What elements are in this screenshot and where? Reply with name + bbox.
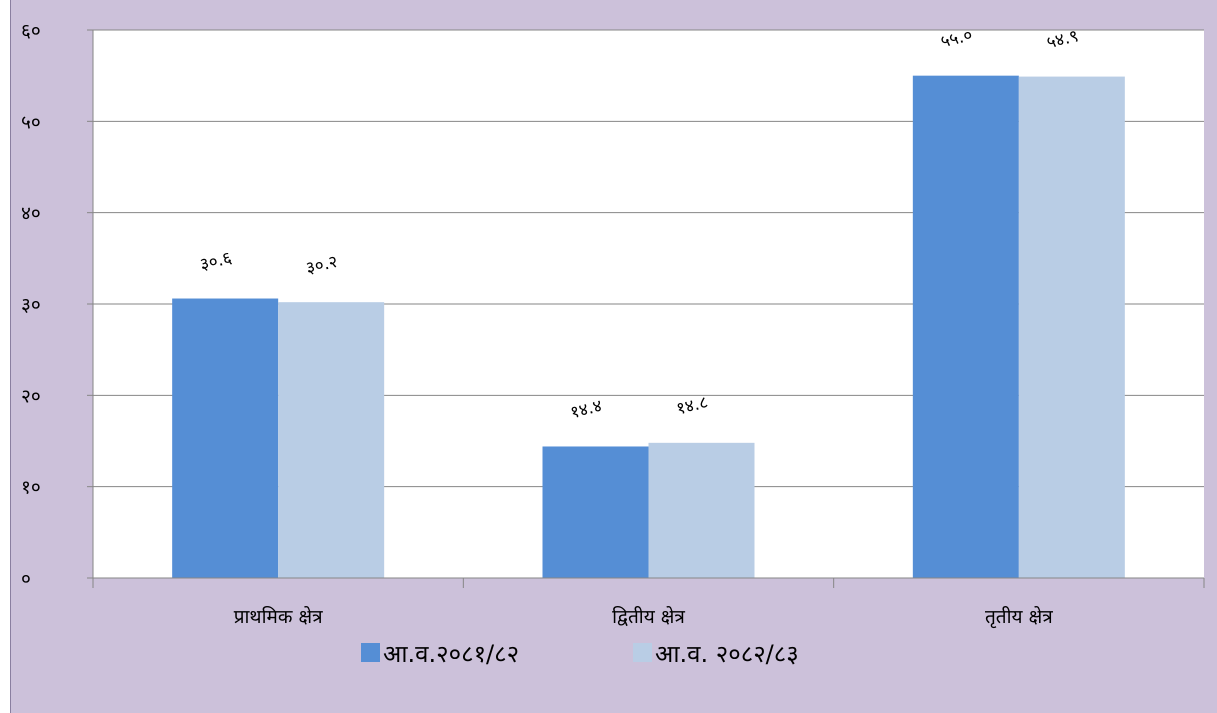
y-tick-label: ४० [21,203,41,225]
legend-swatch [633,643,652,662]
legend-label: आ.व.२०८१/८२ [383,640,519,668]
category-label: तृतीय क्षेत्र [985,605,1053,629]
y-tick-label: २० [21,385,41,407]
bar [1018,76,1125,578]
bar [278,302,385,578]
bar-layer [172,75,1125,579]
legend-label: आ.व. २०८२/८३ [655,640,799,668]
bar [912,75,1019,579]
bar [542,446,649,578]
bar [648,442,755,578]
y-tick-label: १० [21,477,41,499]
legend: आ.व.२०८१/८२ आ.व. २०८२/८३ [361,640,799,668]
axis-layer: ० १० २० ३० ४० ५० ६० [21,20,1205,590]
chart-frame: ० १० २० ३० ४० ५० ६० ३०.६ ३०.२ प्राथमिक क्षेत्र १४… [10,0,1217,713]
category-label: द्वितीय क्षेत्र [612,605,685,628]
legend-swatch [361,643,380,662]
y-tick-label: ६० [21,20,41,42]
bar [172,298,279,578]
category-label: प्राथमिक क्षेत्र [234,605,323,628]
y-tick-label: ५० [21,111,41,133]
y-tick-label: ० [21,568,31,590]
y-tick-label: ३० [21,294,41,316]
